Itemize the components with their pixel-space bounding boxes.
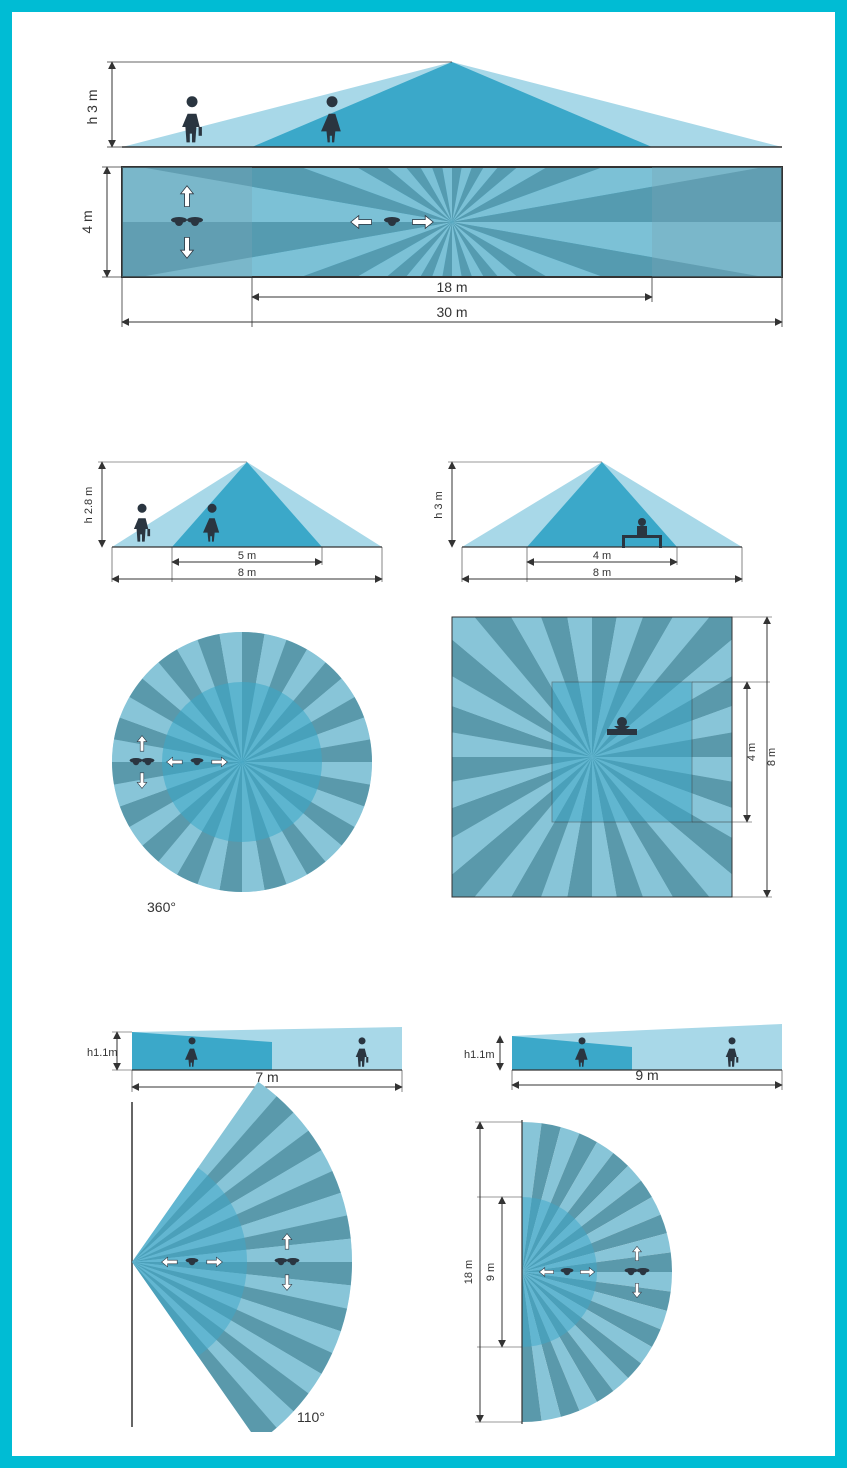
- panel-3-square: h 3 m 4 m 8 m 4 m 8 m: [432, 452, 802, 922]
- panel-2-circle: h 2.8 m 5 m 8 m 360°: [72, 452, 412, 922]
- p5-side-inner: 9 m: [485, 1263, 497, 1281]
- p4-angle-label: 110°: [297, 1409, 325, 1425]
- panel-4-fan: h1.1m 7 m 110°: [62, 1012, 432, 1432]
- panel-1-corridor: h 3 m 4 m: [52, 52, 792, 392]
- p2-inner-label: 5 m: [238, 550, 256, 562]
- p3-side-inner: 4 m: [746, 743, 758, 761]
- p1-height-label: h 3 m: [84, 89, 100, 124]
- p5-height-label: h1.1m: [464, 1049, 495, 1061]
- p1-outer-label: 30 m: [436, 304, 467, 320]
- p2-height-label: h 2.8 m: [83, 487, 95, 524]
- p3-outer-label: 8 m: [593, 567, 611, 579]
- p3-side-outer: 8 m: [766, 748, 778, 766]
- p3-height-label: h 3 m: [433, 491, 445, 519]
- p5-range-label: 9 m: [635, 1067, 658, 1083]
- p3-inner-label: 4 m: [593, 550, 611, 562]
- p2-outer-label: 8 m: [238, 567, 256, 579]
- p1-width-label: 4 m: [79, 210, 95, 233]
- p2-angle-label: 360°: [147, 899, 176, 915]
- panel-5-half: h1.1m 9 m 9 m 18 m: [442, 1012, 822, 1432]
- p5-side-outer: 18 m: [463, 1260, 475, 1284]
- p1-inner-label: 18 m: [436, 279, 467, 295]
- diagram-frame: h 3 m 4 m: [0, 0, 847, 1468]
- p4-height-label: h1.1m: [87, 1047, 118, 1059]
